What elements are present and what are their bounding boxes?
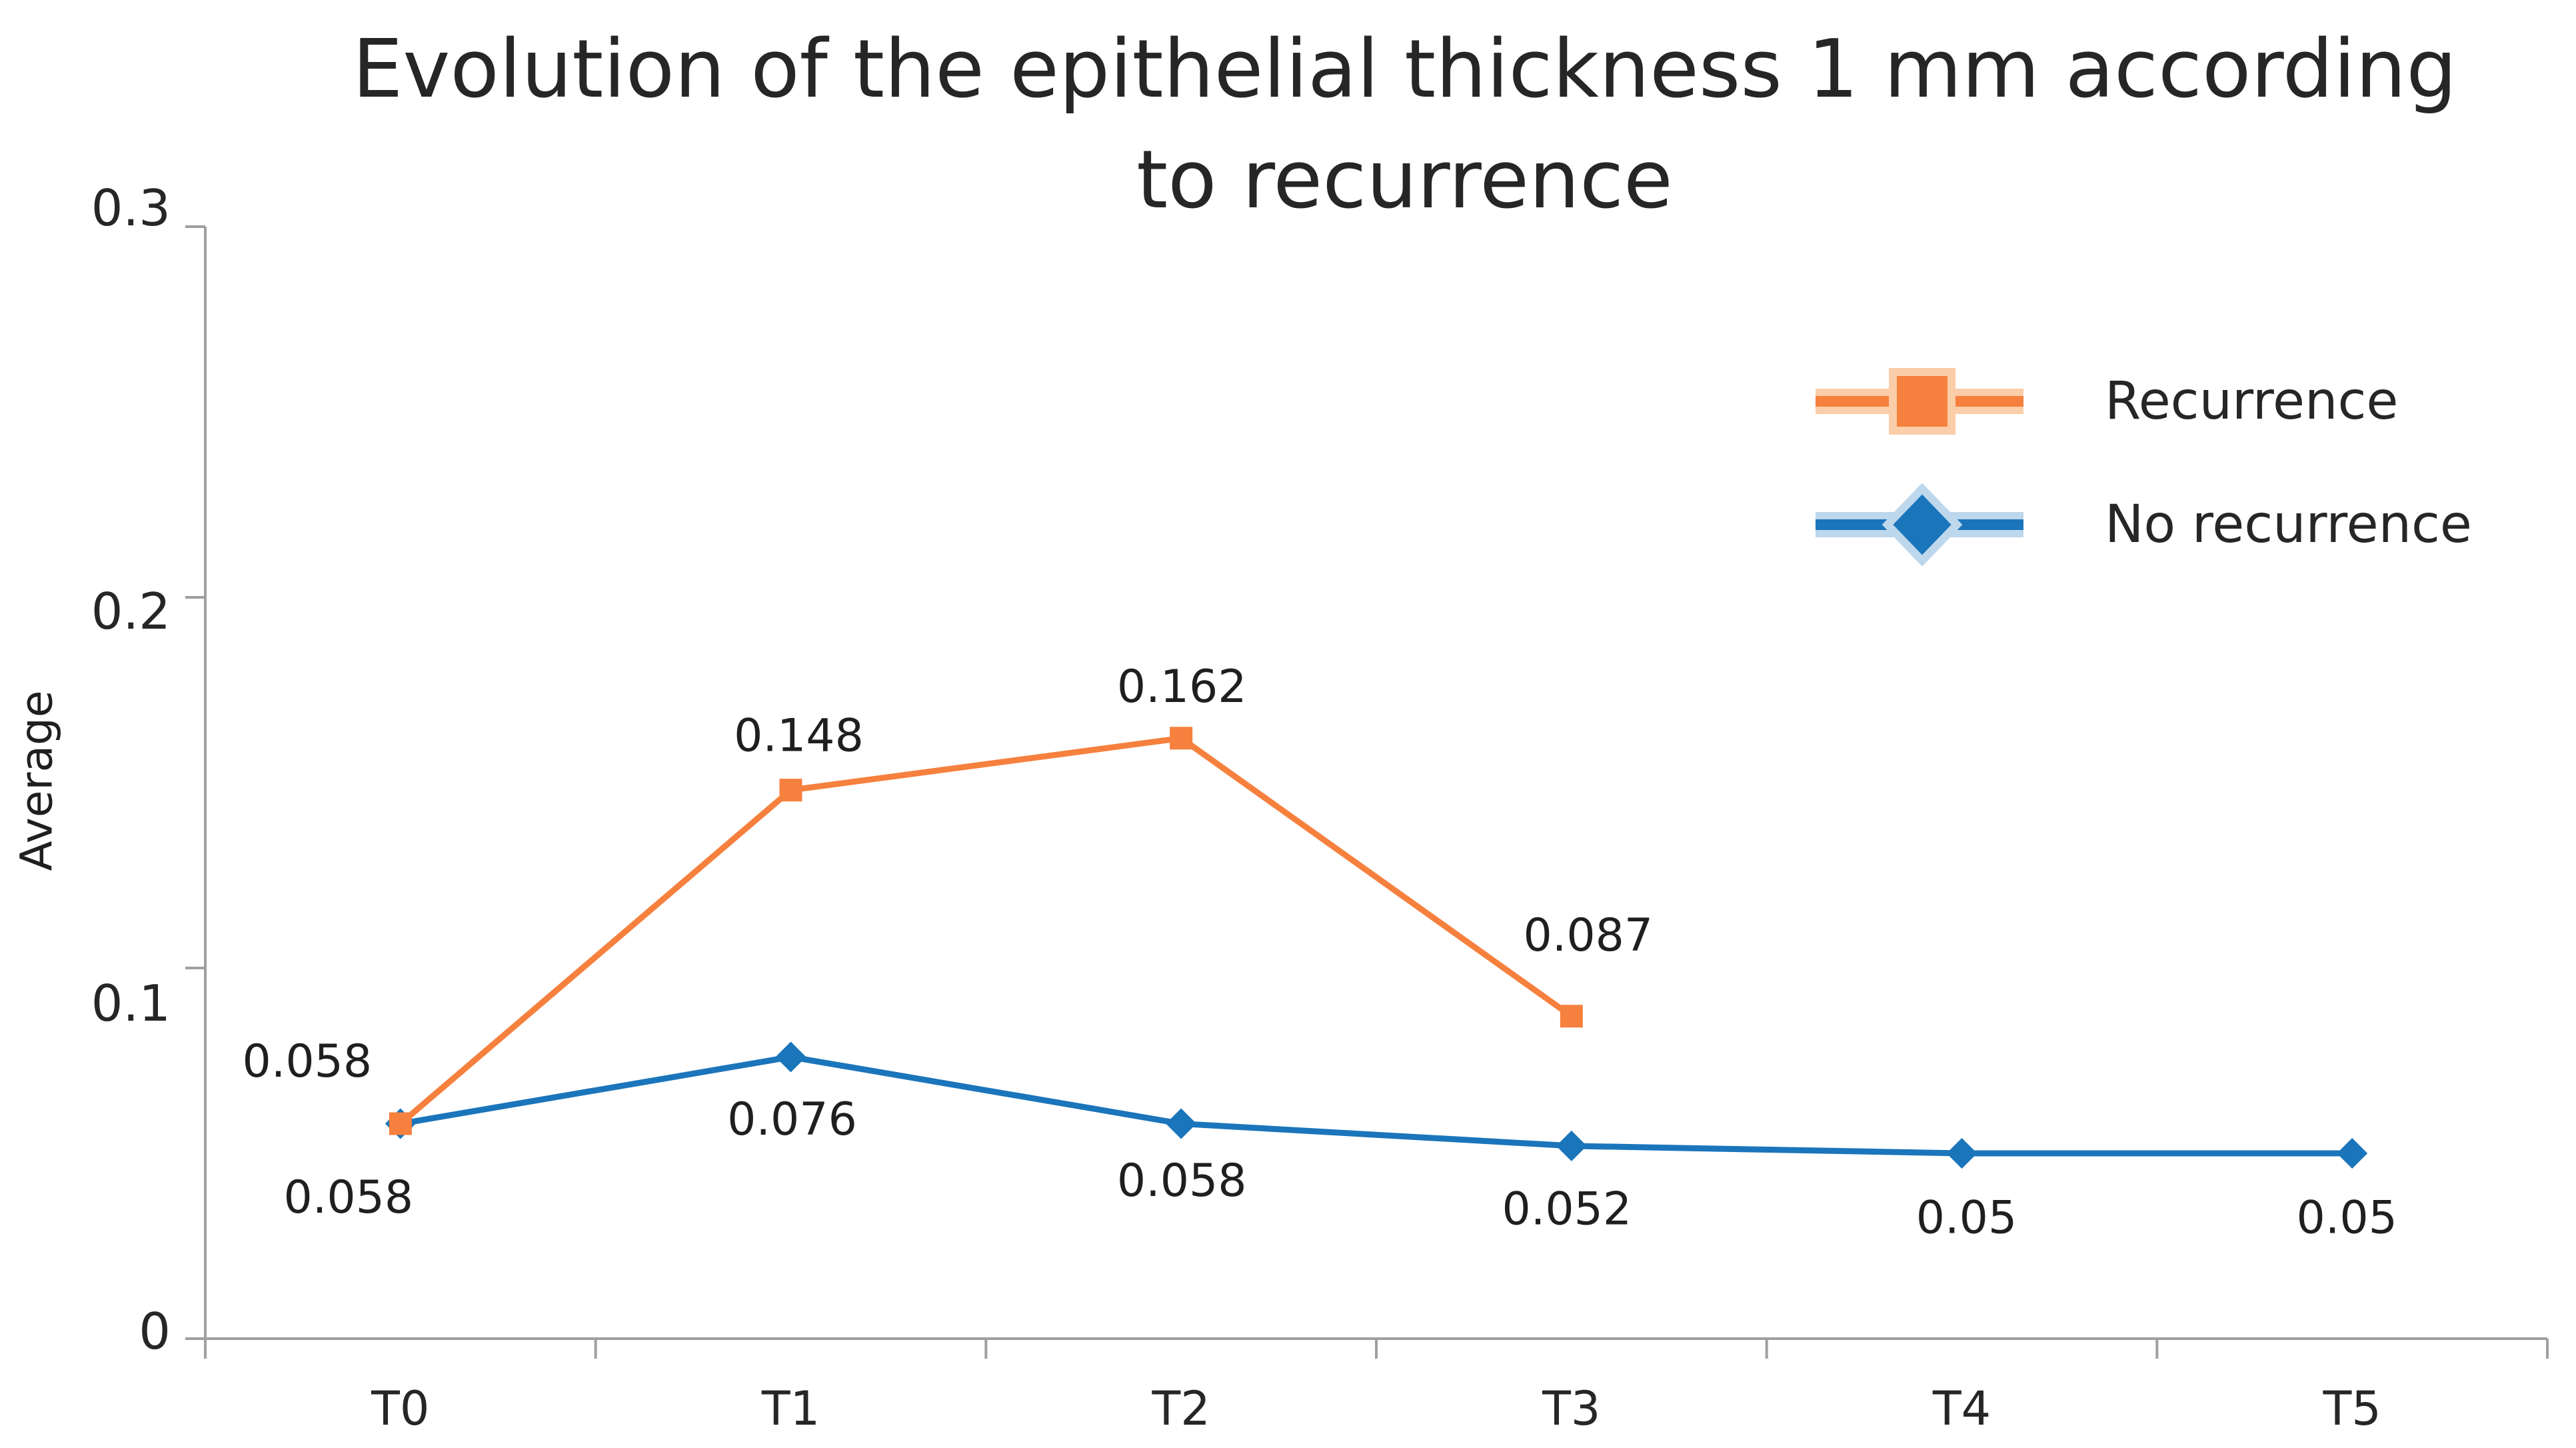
y-tick-label: 0.2 (91, 582, 171, 641)
chart-title-line-1: Evolution of the epithelial thickness 1 … (352, 23, 2457, 116)
legend-entry-recurrence: Recurrence (1816, 360, 2398, 443)
series-0-marker (389, 1112, 412, 1135)
series-0-marker (1560, 1005, 1583, 1028)
series-1-marker (1946, 1138, 1977, 1169)
x-tick-label: T4 (1932, 1381, 1991, 1436)
x-tick-label: T5 (2323, 1381, 2381, 1436)
series-0-data-label: 0.162 (1117, 661, 1247, 713)
series-1-data-label: 0.058 (1117, 1155, 1247, 1207)
legend-square-marker (1889, 368, 1955, 435)
series-1-data-label: 0.05 (1916, 1192, 2017, 1245)
y-tick-label: 0 (139, 1302, 171, 1361)
y-tick-label: 0.1 (91, 974, 171, 1033)
legend-diamond-marker (1882, 483, 1963, 566)
legend-label-recurrence: Recurrence (2105, 371, 2399, 431)
series-0-marker (779, 779, 802, 802)
series-0-data-label: 0.148 (734, 710, 864, 763)
x-tick-label: T0 (371, 1381, 429, 1436)
chart-title-line-2: to recurrence (1136, 133, 1673, 227)
no-recurrence-legend-marker-icon (1816, 483, 2023, 566)
recurrence-legend-marker-icon (1816, 368, 2023, 435)
chart-title: Evolution of the epithelial thickness 1 … (233, 15, 2576, 235)
series-1-marker (775, 1041, 806, 1073)
y-tick-label: 0.3 (91, 179, 171, 237)
series-0-data-label: 0.058 (242, 1035, 372, 1088)
series-1-data-label: 0.052 (1502, 1183, 1632, 1235)
series-1-data-label: 0.076 (727, 1093, 857, 1146)
series-0-data-label: 0.087 (1523, 909, 1653, 962)
series-1-marker (2337, 1138, 2368, 1169)
series-0-line (398, 735, 1574, 1126)
x-tick-label: T2 (1152, 1381, 1210, 1436)
series-1-marker (1556, 1130, 1587, 1161)
x-tick-label: T3 (1542, 1381, 1600, 1436)
series-1-line (400, 1053, 2353, 1157)
series-0-marker (1170, 727, 1193, 750)
legend-entry-no-recurrence: No recurrence (1816, 483, 2472, 566)
x-tick-label: T1 (761, 1381, 820, 1436)
legend-label-no-recurrence: No recurrence (2105, 495, 2472, 555)
series-1-data-label: 0.05 (2296, 1192, 2397, 1245)
series-1-marker (1166, 1108, 1197, 1139)
series-1-data-label: 0.058 (283, 1171, 413, 1224)
